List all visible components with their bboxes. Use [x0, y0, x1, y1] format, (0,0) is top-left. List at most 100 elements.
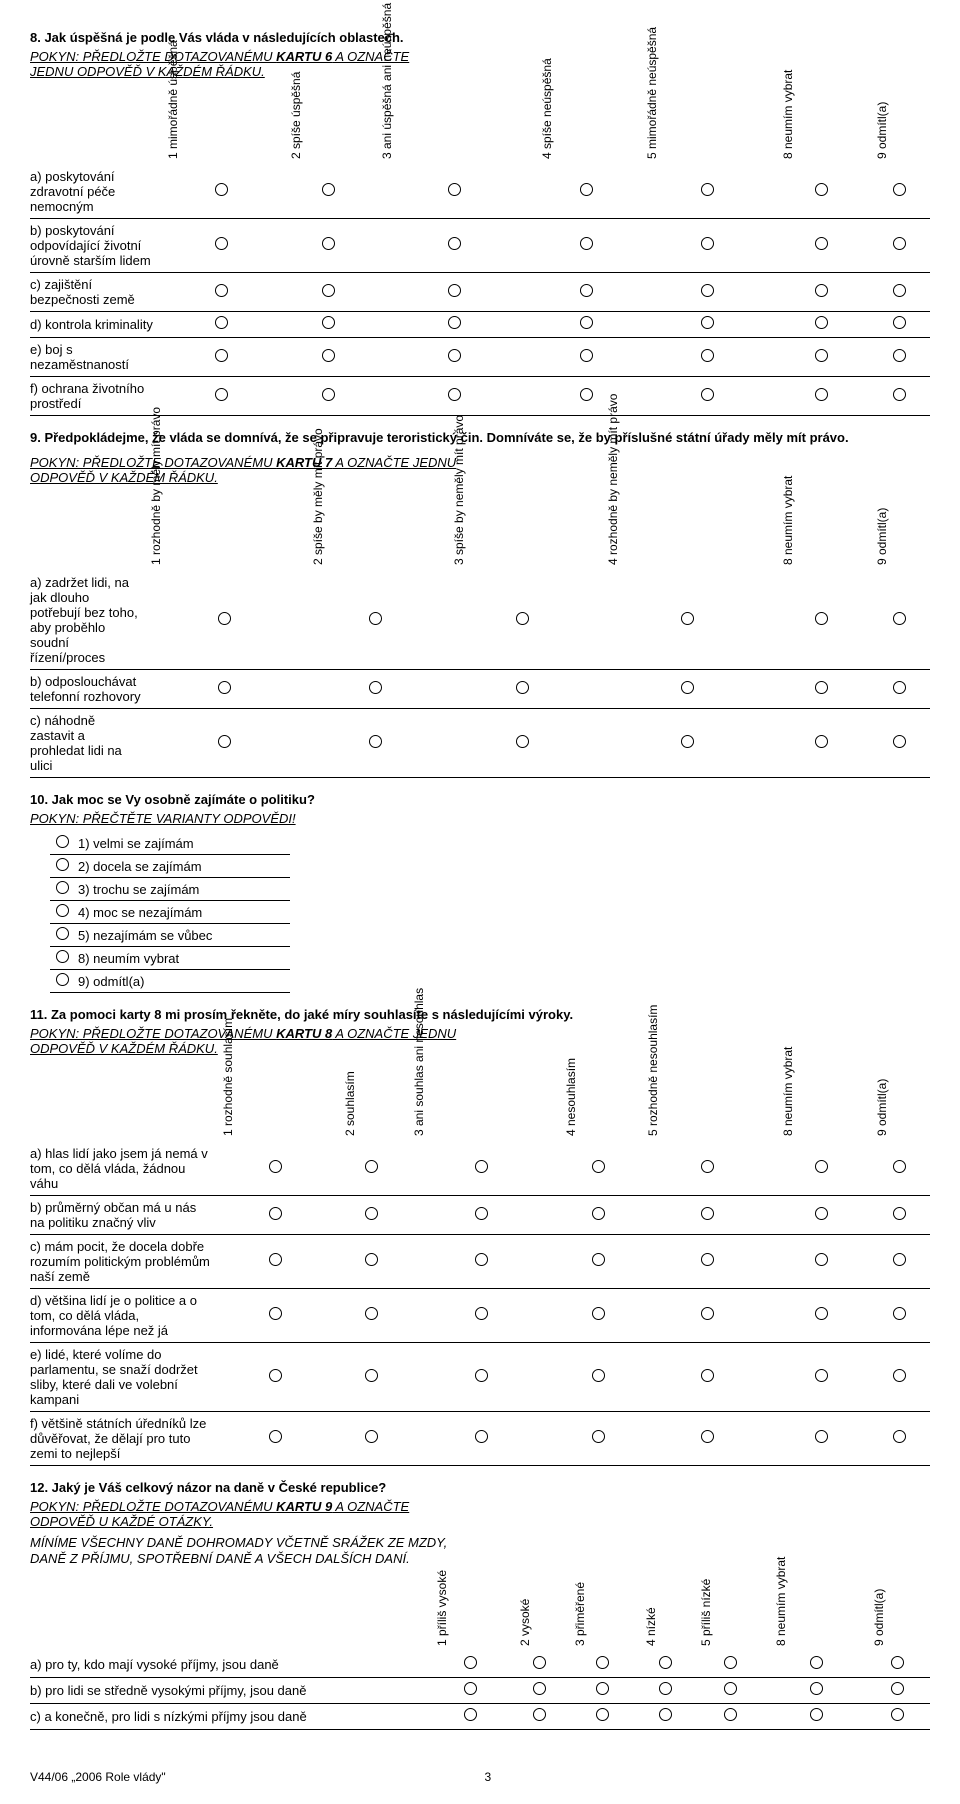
- option-cell[interactable]: [406, 1142, 558, 1196]
- option-cell[interactable]: [429, 1678, 513, 1704]
- option-row[interactable]: 8) neumím vybrat: [50, 947, 290, 970]
- option-cell[interactable]: [640, 1142, 775, 1196]
- option-cell[interactable]: [215, 1412, 337, 1466]
- option-cell[interactable]: [337, 1412, 406, 1466]
- option-cell[interactable]: [534, 338, 639, 377]
- option-cell[interactable]: [534, 273, 639, 312]
- option-cell[interactable]: [638, 1678, 693, 1704]
- option-cell[interactable]: [283, 219, 374, 273]
- option-cell[interactable]: [143, 571, 305, 670]
- option-cell[interactable]: [638, 1704, 693, 1730]
- option-cell[interactable]: [600, 670, 775, 709]
- option-cell[interactable]: [775, 670, 868, 709]
- option-cell[interactable]: [337, 1142, 406, 1196]
- option-cell[interactable]: [639, 338, 775, 377]
- option-cell[interactable]: [534, 219, 639, 273]
- option-cell[interactable]: [215, 1289, 337, 1343]
- option-cell[interactable]: [639, 219, 775, 273]
- option-cell[interactable]: [374, 219, 534, 273]
- option-cell[interactable]: [558, 1343, 640, 1412]
- option-cell[interactable]: [775, 709, 868, 778]
- option-cell[interactable]: [143, 670, 305, 709]
- option-cell[interactable]: [215, 1142, 337, 1196]
- option-cell[interactable]: [446, 670, 600, 709]
- option-cell[interactable]: [869, 338, 930, 377]
- option-cell[interactable]: [869, 377, 930, 416]
- option-cell[interactable]: [869, 165, 930, 219]
- option-cell[interactable]: [775, 219, 868, 273]
- option-row[interactable]: 5) nezajímám se vůbec: [50, 924, 290, 947]
- option-cell[interactable]: [337, 1235, 406, 1289]
- option-cell[interactable]: [866, 1652, 930, 1678]
- option-cell[interactable]: [406, 1343, 558, 1412]
- option-cell[interactable]: [567, 1678, 638, 1704]
- option-cell[interactable]: [869, 273, 930, 312]
- option-cell[interactable]: [775, 1289, 868, 1343]
- option-cell[interactable]: [406, 1412, 558, 1466]
- option-cell[interactable]: [406, 1289, 558, 1343]
- option-cell[interactable]: [160, 338, 283, 377]
- option-cell[interactable]: [693, 1652, 768, 1678]
- option-cell[interactable]: [866, 1678, 930, 1704]
- option-cell[interactable]: [160, 273, 283, 312]
- option-cell[interactable]: [160, 377, 283, 416]
- option-cell[interactable]: [775, 1196, 868, 1235]
- option-cell[interactable]: [283, 312, 374, 338]
- option-cell[interactable]: [337, 1289, 406, 1343]
- option-cell[interactable]: [374, 312, 534, 338]
- option-cell[interactable]: [640, 1343, 775, 1412]
- option-cell[interactable]: [446, 571, 600, 670]
- option-cell[interactable]: [768, 1678, 866, 1704]
- option-cell[interactable]: [775, 1343, 868, 1412]
- option-cell[interactable]: [429, 1704, 513, 1730]
- option-cell[interactable]: [305, 670, 446, 709]
- option-cell[interactable]: [638, 1652, 693, 1678]
- option-cell[interactable]: [639, 165, 775, 219]
- option-cell[interactable]: [534, 377, 639, 416]
- option-cell[interactable]: [534, 165, 639, 219]
- option-cell[interactable]: [768, 1704, 866, 1730]
- option-cell[interactable]: [869, 219, 930, 273]
- option-cell[interactable]: [768, 1652, 866, 1678]
- option-cell[interactable]: [869, 1343, 930, 1412]
- option-cell[interactable]: [693, 1678, 768, 1704]
- option-cell[interactable]: [406, 1235, 558, 1289]
- option-cell[interactable]: [869, 709, 930, 778]
- option-cell[interactable]: [283, 338, 374, 377]
- option-cell[interactable]: [639, 312, 775, 338]
- option-cell[interactable]: [775, 312, 868, 338]
- option-cell[interactable]: [446, 709, 600, 778]
- option-cell[interactable]: [567, 1652, 638, 1678]
- option-cell[interactable]: [869, 312, 930, 338]
- option-cell[interactable]: [215, 1235, 337, 1289]
- option-cell[interactable]: [640, 1196, 775, 1235]
- option-cell[interactable]: [305, 571, 446, 670]
- option-cell[interactable]: [869, 1289, 930, 1343]
- option-cell[interactable]: [869, 1142, 930, 1196]
- option-cell[interactable]: [869, 1412, 930, 1466]
- option-cell[interactable]: [512, 1678, 567, 1704]
- option-cell[interactable]: [600, 571, 775, 670]
- option-cell[interactable]: [374, 273, 534, 312]
- option-cell[interactable]: [775, 1235, 868, 1289]
- option-cell[interactable]: [374, 377, 534, 416]
- option-cell[interactable]: [406, 1196, 558, 1235]
- option-cell[interactable]: [215, 1343, 337, 1412]
- option-cell[interactable]: [337, 1343, 406, 1412]
- option-cell[interactable]: [283, 165, 374, 219]
- option-cell[interactable]: [160, 219, 283, 273]
- option-cell[interactable]: [337, 1196, 406, 1235]
- option-cell[interactable]: [775, 377, 868, 416]
- option-cell[interactable]: [639, 273, 775, 312]
- option-row[interactable]: 4) moc se nezajímám: [50, 901, 290, 924]
- option-cell[interactable]: [558, 1235, 640, 1289]
- option-cell[interactable]: [869, 670, 930, 709]
- option-cell[interactable]: [143, 709, 305, 778]
- option-cell[interactable]: [305, 709, 446, 778]
- option-cell[interactable]: [534, 312, 639, 338]
- option-cell[interactable]: [283, 273, 374, 312]
- option-cell[interactable]: [693, 1704, 768, 1730]
- option-cell[interactable]: [640, 1235, 775, 1289]
- option-cell[interactable]: [558, 1289, 640, 1343]
- option-cell[interactable]: [640, 1289, 775, 1343]
